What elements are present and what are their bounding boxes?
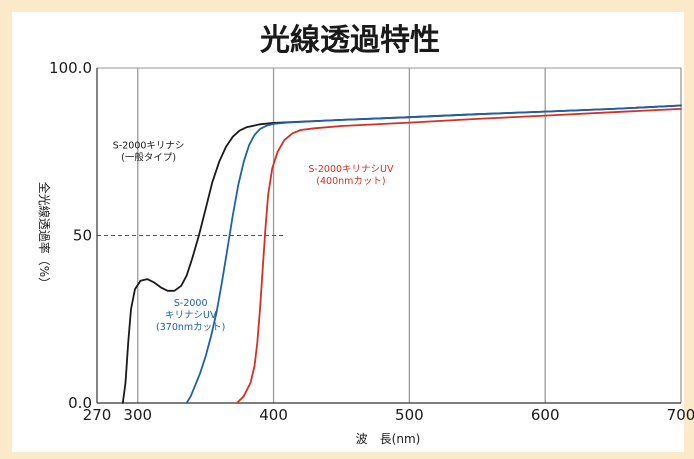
- y-tick-labels: 0.0 50 100.0: [49, 59, 92, 412]
- series-label-2-line-1: S-2000: [174, 298, 208, 309]
- y-axis-label: 全光線透過率（%）: [37, 182, 52, 289]
- series-labels: S-2000キリナシ(一般タイプ)S-2000 キリナシUV (370nmカット)S…: [113, 140, 394, 332]
- series-label-2-line-2: キリナシUV: [165, 310, 217, 321]
- series-line-2: [185, 104, 682, 404]
- y-tick-50: 50: [73, 227, 92, 245]
- x-tick-labels: 270 300 400 500 600 700: [83, 406, 694, 424]
- y-tick-100: 100.0: [49, 59, 92, 77]
- series-group: [121, 104, 682, 404]
- series-label-3: S-2000キリナシUV (400nmカット): [308, 164, 394, 187]
- series-label-2-line-3: (370nmカット): [156, 322, 225, 333]
- x-tick-500: 500: [395, 406, 424, 424]
- series-label-1: S-2000キリナシ(一般タイプ): [113, 140, 185, 163]
- plot-area: S-2000キリナシ(一般タイプ)S-2000 キリナシUV (370nmカット)S…: [96, 67, 682, 404]
- series-label-3-line-2: (400nmカット): [316, 176, 385, 187]
- series-label-3-line-1: S-2000キリナシUV: [308, 164, 394, 175]
- x-tick-270: 270: [83, 406, 112, 424]
- series-label-2: S-2000 キリナシUV (370nmカット): [156, 298, 225, 333]
- x-tick-600: 600: [531, 406, 560, 424]
- x-tick-700: 700: [667, 406, 694, 424]
- series-label-1-line-1: S-2000キリナシ: [113, 140, 185, 151]
- series-label-1-line-2: (一般タイプ): [121, 151, 176, 163]
- chart-title: 光線透過特性: [260, 23, 440, 58]
- x-tick-300: 300: [123, 406, 152, 424]
- x-tick-400: 400: [259, 406, 288, 424]
- y-tick-0: 0.0: [68, 394, 92, 412]
- series-line-3: [235, 108, 682, 404]
- x-axis-label: 波 長(nm): [356, 432, 421, 446]
